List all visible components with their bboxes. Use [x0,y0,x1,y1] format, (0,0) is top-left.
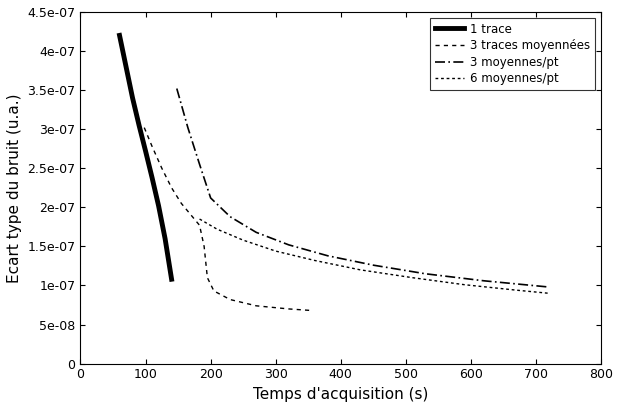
X-axis label: Temps d'acquisition (s): Temps d'acquisition (s) [253,387,428,402]
3 moyennes/pt [285,243,293,247]
1 trace [116,33,123,38]
3 moyennes/pt [370,263,377,267]
1 trace [168,277,175,282]
3 traces moyennées [226,297,234,302]
1 trace [155,203,162,208]
1 trace [135,123,143,128]
1 trace [122,64,130,69]
6 moyennes/pt [461,282,468,287]
3 moyennes/pt [207,196,215,200]
3 traces moyennées [158,166,166,171]
3 moyennes/pt [226,214,234,219]
3 traces moyennées [308,308,315,313]
3 moyennes/pt [252,230,260,235]
3 traces moyennées [148,144,156,149]
1 trace [129,95,136,100]
6 moyennes/pt [196,217,203,222]
3 moyennes/pt [480,279,488,283]
6 moyennes/pt [545,291,552,296]
3 traces moyennées [252,303,260,308]
6 moyennes/pt [513,288,520,292]
6 moyennes/pt [311,258,319,263]
3 traces moyennées [196,223,203,228]
Legend: 1 trace, 3 traces moyennées, 3 moyennes/pt, 6 moyennes/pt: 1 trace, 3 traces moyennées, 3 moyennes/… [430,18,595,90]
6 moyennes/pt [409,275,416,280]
3 traces moyennées [210,288,218,293]
3 moyennes/pt [324,253,332,258]
1 trace [148,175,156,180]
3 traces moyennées [168,185,175,190]
6 moyennes/pt [356,267,364,272]
6 moyennes/pt [272,249,280,254]
6 moyennes/pt [239,238,247,243]
3 moyennes/pt [422,271,429,276]
3 traces moyennées [200,244,208,249]
1 trace [142,148,149,153]
3 traces moyennées [285,306,293,311]
6 moyennes/pt [213,227,221,231]
3 traces moyennées [141,125,148,130]
3 moyennes/pt [545,285,552,290]
3 traces moyennées [177,201,185,206]
3 moyennes/pt [173,86,180,91]
3 traces moyennées [187,213,195,218]
1 trace [161,236,169,241]
3 moyennes/pt [196,162,203,167]
Y-axis label: Ecart type du bruit (u.a.): Ecart type du bruit (u.a.) [7,93,22,283]
Line: 1 trace: 1 trace [120,36,172,279]
Line: 3 traces moyennées: 3 traces moyennées [144,128,311,310]
Line: 3 moyennes/pt: 3 moyennes/pt [177,88,549,287]
Line: 6 moyennes/pt: 6 moyennes/pt [200,219,549,293]
3 moyennes/pt [184,125,192,130]
3 traces moyennées [203,275,211,280]
